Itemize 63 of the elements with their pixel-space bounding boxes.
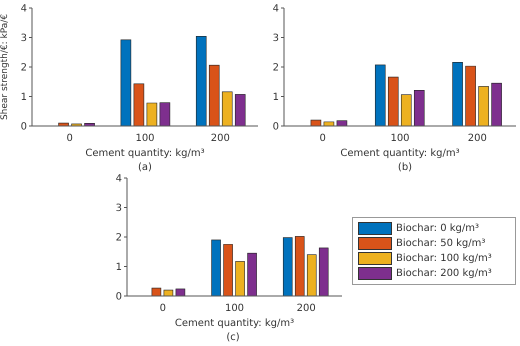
bar [478,86,489,126]
y-axis-title: Shear strength/€: kPa/€ [0,14,10,120]
text: (a) [137,162,153,173]
x-tick-label: 100 [224,303,244,314]
bar [306,254,317,296]
bar [400,94,412,126]
bar [196,36,207,126]
bar [235,261,245,296]
text: (c) [225,332,241,343]
legend-label: Biochar: 200 kg/m³ [396,268,492,279]
y-tick-label: 2 [272,62,279,74]
x-axis-title: Cement quantity: kg/m³ [85,148,205,159]
x-tick-label: 200 [210,133,230,144]
bar [152,288,162,296]
x-tick-label: 200 [468,133,487,144]
bar [160,102,170,126]
bar [465,66,476,126]
bar [134,84,144,126]
y-tick-label: 1 [20,92,27,104]
bar [176,288,186,296]
bar [324,122,334,126]
bar [318,248,329,296]
x-axis-title: Cement quantity: kg/m³ [174,318,294,329]
y-tick-label: 1 [116,262,122,274]
x-tick-label: 0 [160,303,166,314]
legend-label: Biochar: 50 kg/m³ [396,238,486,249]
bar [491,82,502,126]
bar [234,94,246,126]
x-tick-label: 100 [135,133,155,144]
y-tick-label: 1 [272,92,279,104]
legend-label: Biochar: 100 kg/m³ [396,253,492,264]
bar [294,236,305,296]
bar [414,90,425,126]
bar [452,62,463,126]
bar [374,64,386,126]
y-tick-label: 2 [20,62,27,74]
x-tick-label: 0 [319,133,326,144]
y-tick-label: 2 [116,232,122,244]
y-tick-label: 0 [20,122,27,133]
text: (b) [396,162,414,173]
y-tick-label: 3 [116,203,122,214]
legend-label: Biochar: 0 kg/m³ [396,223,480,234]
y-tick-label: 4 [116,174,122,185]
x-tick-label: 100 [390,133,410,144]
bar [282,237,293,296]
y-tick-label: 3 [20,33,27,44]
x-axis-title: Cement quantity: kg/m³ [340,148,460,159]
y-tick-label: 0 [272,122,279,133]
bar [120,40,132,126]
y-tick-label: 3 [272,33,279,44]
bar [222,91,233,126]
bar [223,244,233,296]
y-tick-label: 4 [20,4,27,15]
bar [58,122,69,126]
bar [208,64,220,126]
bar [146,102,158,126]
bar [211,240,221,296]
x-tick-label: 0 [66,133,73,144]
y-tick-label: 4 [272,4,279,15]
bar [388,76,399,126]
bar [247,252,257,296]
y-tick-label: 0 [116,292,122,303]
x-tick-label: 200 [296,303,316,314]
